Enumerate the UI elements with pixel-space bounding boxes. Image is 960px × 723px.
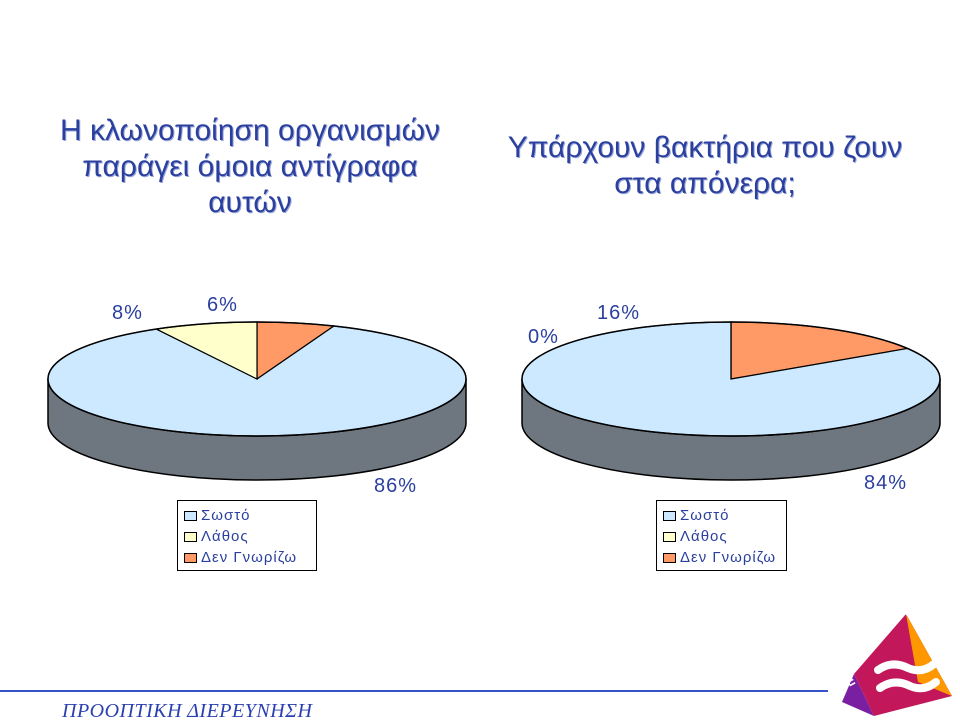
- legend-swatch-correct: [663, 511, 676, 522]
- data-label-dont-know: 16%: [597, 302, 640, 324]
- legend-label-wrong: Λάθος: [680, 528, 728, 545]
- logo-swoosh: [874, 660, 938, 675]
- legend-label-dont-know: Δεν Γνωρίζω: [201, 549, 298, 566]
- legend-label-dont-know: Δεν Γνωρίζω: [680, 549, 777, 566]
- pie-chart-right: 84% 0% 16%: [521, 302, 941, 494]
- footer-divider: [0, 690, 828, 692]
- footer-text: ΠΡΟΟΠΤΙΚΗ ΔΙΕΡΕΥΝΗΣΗ: [62, 700, 313, 722]
- data-label-wrong: 0%: [528, 326, 559, 348]
- left-title-line-1: Η κλωνοποίηση οργανισμών: [59, 114, 441, 147]
- left-title-line-2: παράγει όμοια αντίγραφα: [82, 150, 418, 183]
- logo-shape: [842, 674, 874, 716]
- logo-shape: [906, 614, 952, 696]
- legend-swatch-dont-know: [663, 553, 676, 564]
- legend-item-dont-know: Δεν Γνωρίζω: [184, 547, 310, 568]
- data-label-correct: 84%: [864, 472, 907, 494]
- pie-outline-0: [47, 321, 467, 437]
- legend-swatch-dont-know: [184, 553, 197, 564]
- prooptiki-logo: ΠΡΟΟΠΤΙΚΗ ΔΙΕΡΕΥΝΗΣΗ: [841, 612, 952, 716]
- legend-swatch-correct: [184, 511, 197, 522]
- data-label-correct: 86%: [374, 475, 417, 497]
- data-label-dont-know: 6%: [207, 294, 238, 316]
- right-chart-title: Υπάρχουν βακτήρια που ζουν στα απόνερα;: [490, 130, 920, 202]
- legend-label-wrong: Λάθος: [201, 528, 249, 545]
- legend-item-correct: Σωστό: [184, 505, 310, 526]
- legend-item-wrong: Λάθος: [663, 526, 780, 547]
- data-label-wrong: 8%: [112, 302, 143, 324]
- legend-swatch-wrong: [663, 532, 676, 543]
- legend-left: Σωστό Λάθος Δεν Γνωρίζω: [177, 500, 317, 571]
- legend-right: Σωστό Λάθος Δεν Γνωρίζω: [656, 500, 787, 571]
- legend-label-correct: Σωστό: [680, 507, 730, 524]
- legend-swatch-wrong: [184, 532, 197, 543]
- logo-swoosh: [876, 678, 940, 693]
- pie-outline-1: [521, 321, 941, 437]
- right-title-line-2: στα απόνερα;: [614, 167, 796, 200]
- pie-chart-left: 86% 8% 6%: [47, 294, 467, 497]
- legend-item-correct: Σωστό: [663, 505, 780, 526]
- legend-item-dont-know: Δεν Γνωρίζω: [663, 547, 780, 568]
- right-title-line-1: Υπάρχουν βακτήρια που ζουν: [507, 131, 903, 164]
- left-chart-title: Η κλωνοποίηση οργανισμών παράγει όμοια α…: [40, 113, 460, 221]
- legend-label-correct: Σωστό: [201, 507, 251, 524]
- legend-item-wrong: Λάθος: [184, 526, 310, 547]
- left-title-line-3: αυτών: [208, 186, 292, 219]
